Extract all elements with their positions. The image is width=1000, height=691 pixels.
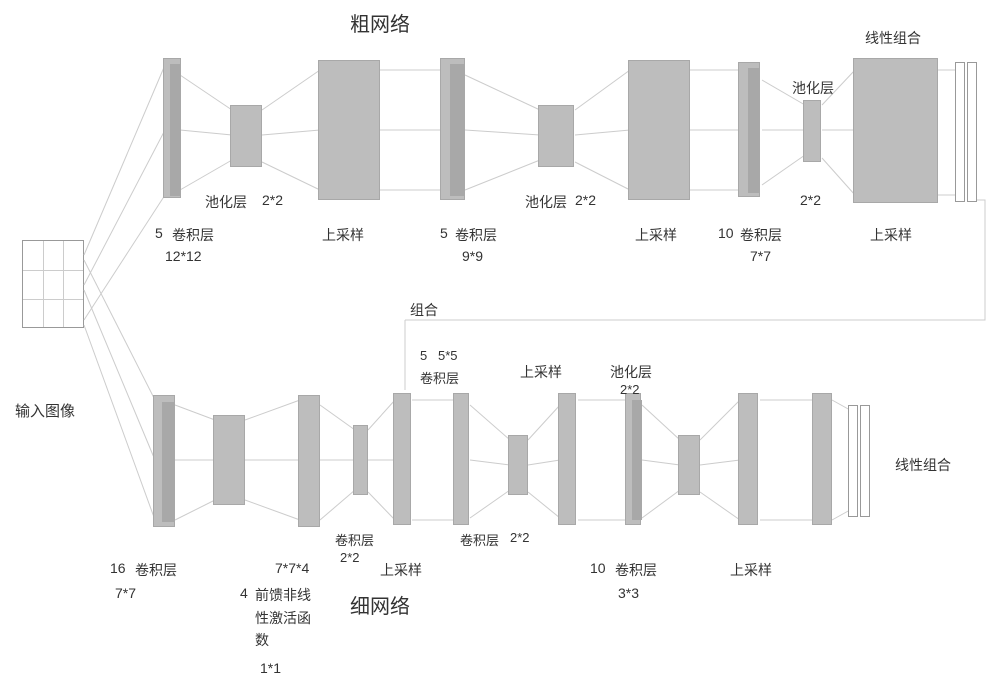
linear-top-box2	[967, 62, 977, 202]
fine-conv2-size: 2*2	[340, 550, 360, 565]
fine-up2-block	[558, 393, 576, 525]
linear-top-label: 线性组合	[865, 28, 921, 48]
fine-conv2-block	[353, 425, 368, 495]
coarse-conv3-count: 10	[718, 225, 734, 241]
fine-pool1-size: 2*2	[620, 382, 640, 397]
coarse-up3-name: 上采样	[870, 225, 912, 245]
fine-conv5-size: 3*3	[618, 585, 639, 601]
fine-up1-name: 上采样	[380, 560, 422, 580]
fine-pool1-block	[678, 435, 700, 495]
coarse-up1-block	[318, 60, 380, 200]
fine-conv1-block-b	[162, 402, 174, 522]
fine-small1-block	[213, 415, 245, 505]
combine-label: 组合	[410, 300, 438, 320]
coarse-conv3-block-b	[748, 68, 760, 193]
fine-up1-block	[393, 393, 411, 525]
fine-conv5-block-b	[632, 400, 642, 520]
linear-bottom-label: 线性组合	[895, 455, 951, 475]
fine-conv5-name: 卷积层	[615, 560, 657, 580]
linear-bottom-box	[848, 405, 858, 517]
coarse-conv1-name: 卷积层	[172, 225, 214, 245]
coarse-pool3-block	[803, 100, 821, 162]
coarse-conv1-count: 5	[155, 225, 163, 241]
coarse-up2-block	[628, 60, 690, 200]
fine-conv3-count: 5	[420, 348, 427, 363]
coarse-up3-block	[853, 58, 938, 203]
fine-act-name2: 性激活函	[255, 608, 311, 628]
fine-conv2-name: 卷积层	[335, 530, 374, 549]
fine-conv3-block	[453, 393, 469, 525]
fine-up2-name: 上采样	[520, 362, 562, 382]
coarse-pool1-block	[230, 105, 262, 167]
fine-act-size: 1*1	[260, 660, 281, 676]
fine-act-name3: 数	[255, 630, 269, 650]
fine-final-block	[812, 393, 832, 525]
coarse-conv1-size: 12*12	[165, 248, 202, 264]
coarse-pool3-name: 池化层	[792, 78, 834, 98]
coarse-up2-name: 上采样	[635, 225, 677, 245]
fine-act-size2: 7*7*4	[275, 560, 309, 576]
coarse-conv3-name: 卷积层	[740, 225, 782, 245]
fine-conv1-name: 卷积层	[135, 560, 177, 580]
coarse-pool1-size: 2*2	[262, 192, 283, 208]
coarse-conv2-count: 5	[440, 225, 448, 241]
linear-bottom-box2	[860, 405, 870, 517]
coarse-conv2-size: 9*9	[462, 248, 483, 264]
coarse-conv2-block-b	[450, 64, 464, 196]
fine-act-name1: 前馈非线	[255, 585, 311, 605]
coarse-conv3-size: 7*7	[750, 248, 771, 264]
coarse-pool2-name: 池化层	[525, 192, 567, 212]
coarse-pool2-block	[538, 105, 574, 167]
connection-lines	[0, 0, 1000, 691]
coarse-conv2-name: 卷积层	[455, 225, 497, 245]
fine-conv1-size: 7*7	[115, 585, 136, 601]
coarse-pool3-size: 2*2	[800, 192, 821, 208]
fine-conv4-block	[508, 435, 528, 495]
fine-up3-block	[738, 393, 758, 525]
coarse-conv1-block-b	[170, 64, 180, 196]
fine-act-count: 4	[240, 585, 248, 601]
fine-conv5-count: 10	[590, 560, 606, 576]
fine-up3-name: 上采样	[730, 560, 772, 580]
fine-act-block	[298, 395, 320, 527]
fine-conv4-size: 2*2	[510, 530, 530, 545]
coarse-pool1-name: 池化层	[205, 192, 247, 212]
fine-pool1-name: 池化层	[610, 362, 652, 382]
coarse-pool2-size: 2*2	[575, 192, 596, 208]
fine-conv1-count: 16	[110, 560, 126, 576]
fine-conv3-size: 5*5	[438, 348, 458, 363]
coarse-up1-name: 上采样	[322, 225, 364, 245]
fine-conv3-name: 卷积层	[420, 368, 459, 387]
fine-conv4-name: 卷积层	[460, 530, 499, 549]
linear-top-box	[955, 62, 965, 202]
